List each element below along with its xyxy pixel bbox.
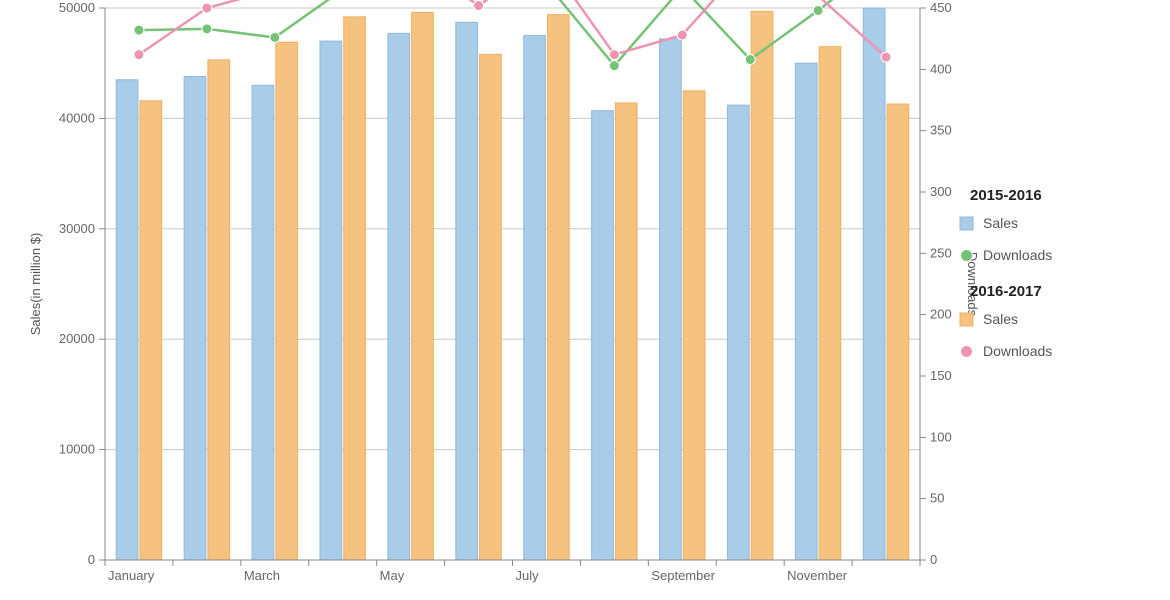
bar-sales_2016_2017[interactable] — [140, 101, 162, 560]
bar-sales_2015_2016[interactable] — [320, 41, 342, 560]
bar-sales_2016_2017[interactable] — [751, 11, 773, 560]
bar-sales_2015_2016[interactable] — [592, 111, 614, 560]
marker-downloads_2016_2017[interactable] — [474, 1, 484, 11]
y-left-tick-label: 20000 — [59, 331, 95, 346]
legend-group-title: 2016-2017 — [970, 283, 1042, 300]
marker-downloads_2016_2017[interactable] — [202, 3, 212, 13]
bar-sales_2016_2017[interactable] — [208, 60, 230, 560]
marker-downloads_2015_2016[interactable] — [813, 5, 823, 15]
y-left-tick-label: 10000 — [59, 442, 95, 457]
legend-item-label: Sales — [983, 311, 1018, 327]
bar-sales_2016_2017[interactable] — [615, 103, 637, 560]
marker-downloads_2015_2016[interactable] — [134, 25, 144, 35]
x-tick-label: May — [380, 568, 405, 583]
y-right-tick-label: 450 — [930, 0, 952, 15]
y-right-tick-label: 200 — [930, 307, 952, 322]
y-left-tick-label: 30000 — [59, 221, 95, 236]
marker-downloads_2016_2017[interactable] — [881, 52, 891, 62]
lines-layer — [134, 0, 891, 71]
bar-sales_2016_2017[interactable] — [683, 91, 705, 560]
marker-downloads_2016_2017[interactable] — [134, 50, 144, 60]
bar-sales_2016_2017[interactable] — [344, 17, 366, 560]
bar-sales_2016_2017[interactable] — [276, 42, 298, 560]
marker-downloads_2015_2016[interactable] — [202, 24, 212, 34]
marker-downloads_2016_2017[interactable] — [677, 30, 687, 40]
y-right-tick-label: 400 — [930, 61, 952, 76]
dual-axis-combo-chart: 0 10000 20000 30000 40000 50000 0 50 100 150 200 25… — [0, 0, 1170, 600]
y-left-tick-label: 50000 — [59, 0, 95, 15]
bar-sales_2015_2016[interactable] — [456, 22, 478, 560]
y-right-tick-label: 350 — [930, 123, 952, 138]
bar-sales_2015_2016[interactable] — [660, 39, 682, 560]
marker-downloads_2016_2017[interactable] — [609, 50, 619, 60]
legend-group-title: 2015-2016 — [970, 187, 1042, 204]
y-left-axis-label: Sales(in million $) — [28, 233, 43, 336]
bar-sales_2015_2016[interactable] — [252, 85, 274, 560]
x-tick-label: September — [651, 568, 715, 583]
y-right-tick-label: 300 — [930, 184, 952, 199]
bars-layer — [116, 8, 909, 560]
x-tick-label: March — [244, 568, 280, 583]
line-downloads_2015_2016[interactable] — [139, 0, 886, 66]
legend-item-label: Downloads — [983, 343, 1052, 359]
marker-downloads_2015_2016[interactable] — [609, 61, 619, 71]
x-tick-label: November — [787, 568, 848, 583]
bar-sales_2016_2017[interactable] — [887, 104, 909, 560]
bar-sales_2015_2016[interactable] — [116, 80, 138, 560]
x-tick-label: July — [516, 568, 540, 583]
legend-item[interactable]: Sales — [960, 215, 1018, 231]
bar-sales_2015_2016[interactable] — [388, 33, 410, 560]
bar-sales_2015_2016[interactable] — [184, 76, 206, 560]
x-tick-label: January — [108, 568, 155, 583]
bar-sales_2016_2017[interactable] — [547, 15, 569, 560]
y-left-tick-label: 0 — [88, 552, 95, 567]
bar-sales_2015_2016[interactable] — [727, 105, 749, 560]
marker-downloads_2015_2016[interactable] — [270, 32, 280, 42]
legend-item[interactable]: Sales — [960, 311, 1018, 327]
y-left-tick-label: 40000 — [59, 110, 95, 125]
y-right-tick-label: 100 — [930, 429, 952, 444]
bar-sales_2015_2016[interactable] — [524, 36, 546, 560]
bar-sales_2015_2016[interactable] — [795, 63, 817, 560]
y-right-tick-label: 250 — [930, 245, 952, 260]
line-downloads_2016_2017[interactable] — [139, 0, 886, 57]
legend-item-label: Sales — [983, 215, 1018, 231]
bar-sales_2016_2017[interactable] — [480, 54, 502, 560]
bar-sales_2015_2016[interactable] — [863, 8, 885, 560]
legend-item[interactable]: Downloads — [961, 343, 1053, 359]
y-right-tick-label: 0 — [930, 552, 937, 567]
bar-sales_2016_2017[interactable] — [819, 47, 841, 560]
bar-sales_2016_2017[interactable] — [412, 12, 434, 560]
marker-downloads_2015_2016[interactable] — [745, 55, 755, 65]
y-right-tick-label: 50 — [930, 491, 944, 506]
chart-svg: 0 10000 20000 30000 40000 50000 0 50 100 150 200 25… — [0, 0, 1170, 600]
y-right-tick-label: 150 — [930, 368, 952, 383]
legend-item-label: Downloads — [983, 247, 1052, 263]
